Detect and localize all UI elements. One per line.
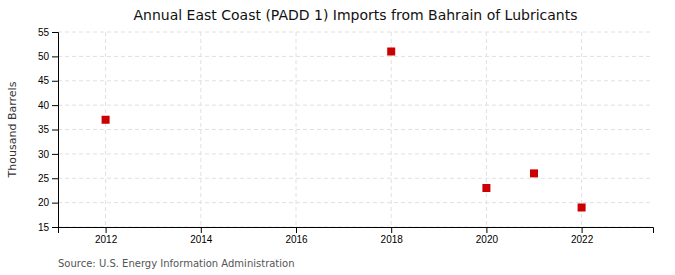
x-tick: 2020 (476, 227, 499, 245)
x-tick-label: 2020 (476, 234, 499, 245)
y-tick-mark (52, 81, 58, 82)
y-tick: 15 (38, 222, 58, 233)
y-axis-title: Thousand Barrels (6, 81, 19, 178)
y-tick-mark (52, 178, 58, 179)
grid (58, 32, 653, 227)
grid-line-y (58, 129, 653, 130)
y-tick-label: 20 (38, 197, 50, 208)
x-tick-mark (582, 227, 583, 233)
y-tick-label: 15 (38, 222, 50, 233)
y-tick: 35 (38, 124, 58, 135)
y-tick-mark (52, 154, 58, 155)
x-tick-mark (391, 227, 392, 233)
y-tick-mark (52, 227, 58, 228)
grid-line-y (58, 105, 653, 106)
y-tick-mark (52, 56, 58, 57)
y-tick-label: 40 (38, 100, 50, 111)
x-tick-label: 2012 (95, 234, 118, 245)
x-tick: 2014 (190, 227, 213, 245)
grid-line-x (105, 32, 106, 227)
plot: 2012 2014 2016 2018 2020 2022 15 20 25 30 35 40 45 50… (38, 27, 654, 245)
x-axis: 2012 2014 2016 2018 2020 2022 (59, 227, 654, 245)
point (530, 169, 538, 177)
grid-line-y (58, 153, 653, 154)
x-tick: 2022 (571, 227, 594, 245)
grid-line-x (581, 32, 582, 227)
grid-line-y (58, 80, 653, 81)
point (578, 204, 586, 212)
y-axis-line (52, 33, 59, 228)
grid-line-y (58, 202, 653, 203)
point (387, 48, 395, 56)
x-axis-line (59, 228, 654, 234)
grid-line-y (58, 56, 653, 57)
y-tick: 45 (38, 75, 58, 86)
x-tick-mark (201, 227, 202, 233)
y-tick-mark (52, 130, 58, 131)
x-tick: 2016 (285, 227, 308, 245)
points (102, 48, 586, 212)
y-tick-label: 30 (38, 149, 50, 160)
y-axis: 15 20 25 30 35 40 45 50 55 (38, 27, 59, 233)
grid-line-y (58, 178, 653, 179)
x-tick-label: 2016 (285, 234, 308, 245)
y-tick-mark (52, 105, 58, 106)
x-tick-mark (106, 227, 107, 233)
y-tick: 40 (38, 100, 58, 111)
y-tick-label: 45 (38, 75, 50, 86)
x-tick: 2012 (95, 227, 118, 245)
x-tick-label: 2014 (190, 234, 213, 245)
chart: 2012 2014 2016 2018 2020 2022 15 20 25 30 35 40 45 50… (0, 0, 675, 275)
y-tick: 50 (38, 51, 58, 62)
title: Annual East Coast (PADD 1) Imports from … (133, 7, 577, 23)
y-tick-label: 55 (38, 27, 50, 38)
y-tick: 55 (38, 27, 58, 38)
x-tick-label: 2022 (571, 234, 594, 245)
y-tick-mark (52, 32, 58, 33)
y-tick-label: 25 (38, 173, 50, 184)
y-tick-label: 50 (38, 51, 50, 62)
x-tick-mark (296, 227, 297, 233)
y-tick-label: 35 (38, 124, 50, 135)
x-tick-mark (486, 227, 487, 233)
x-tick: 2018 (381, 227, 404, 245)
y-tick: 30 (38, 149, 58, 160)
y-tick: 20 (38, 197, 58, 208)
source-note: Source: U.S. Energy Information Administ… (58, 258, 295, 269)
y-tick-mark (52, 203, 58, 204)
grid-line-y (58, 32, 653, 33)
point (482, 184, 490, 192)
y-tick: 25 (38, 173, 58, 184)
x-tick-label: 2018 (381, 234, 404, 245)
point (102, 116, 110, 124)
